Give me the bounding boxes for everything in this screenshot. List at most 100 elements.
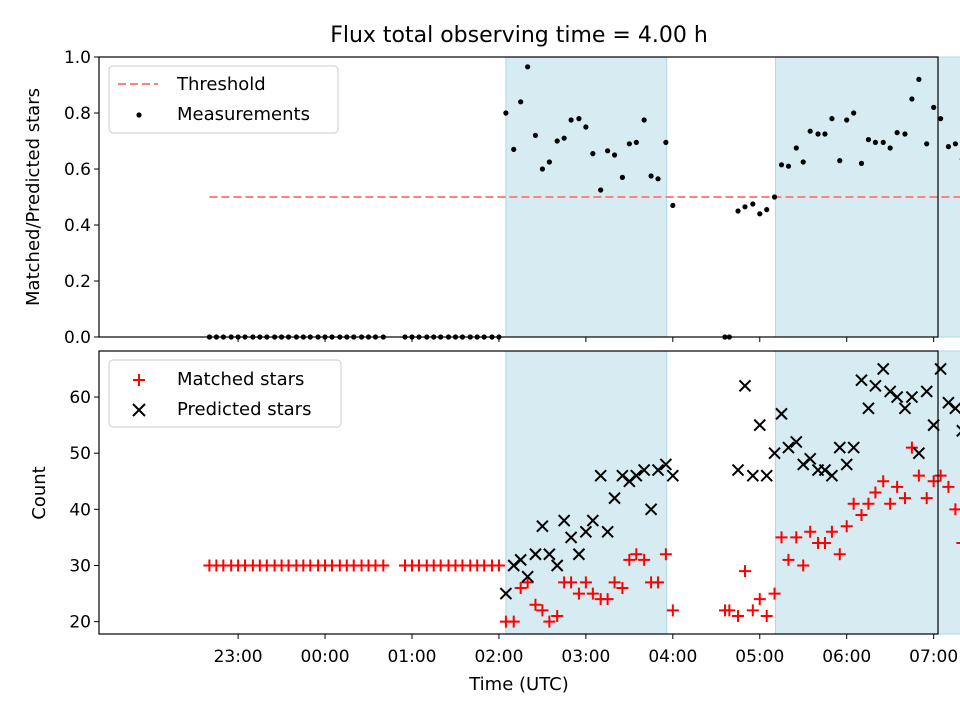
legend-measurements-marker xyxy=(136,112,142,118)
predicted-star-marker xyxy=(651,463,665,477)
predicted-star-marker xyxy=(869,379,882,393)
top-axes-frame xyxy=(98,56,939,338)
measurement-point xyxy=(525,64,531,70)
measurement-point xyxy=(771,194,778,200)
x-axis-label: Time (UTC) xyxy=(468,674,569,695)
xtick-label: 01:00 xyxy=(387,647,436,667)
top-ytick-label: 0.2 xyxy=(64,272,91,292)
measurement-point xyxy=(568,117,574,123)
predicted-star-marker xyxy=(927,418,940,432)
measurement-point xyxy=(598,187,604,193)
measurement-point xyxy=(778,162,785,168)
measurement-point xyxy=(815,131,821,137)
xtick-label: 23:00 xyxy=(214,647,263,667)
measurement-point xyxy=(924,141,930,147)
matched-star-marker xyxy=(507,615,520,628)
measurement-point xyxy=(561,135,567,141)
chart-title: Flux total observing time = 4.00 h xyxy=(330,23,708,48)
top-legend: Threshold Measurements xyxy=(108,65,339,134)
bottom-panel: 20 30 40 50 60 23:00 00:00 01:00 02:00 03:00 04:0… xyxy=(29,350,960,695)
predicted-star-marker xyxy=(659,458,673,471)
matched-star-marker xyxy=(377,559,390,572)
measurement-point xyxy=(844,117,850,123)
matched-star-marker xyxy=(869,486,882,499)
measurement-point xyxy=(887,145,893,151)
predicted-star-marker xyxy=(934,362,947,376)
predicted-star-marker xyxy=(586,514,600,527)
xtick-label: 05:00 xyxy=(735,647,784,667)
measurement-point xyxy=(880,139,886,145)
measurement-point xyxy=(626,141,632,147)
measurement-point xyxy=(785,163,792,169)
matched-star-marker xyxy=(586,587,599,600)
matched-star-marker xyxy=(630,548,643,561)
measurement-point xyxy=(503,110,509,116)
matched-star-marker xyxy=(942,480,955,493)
xtick-label: 03:00 xyxy=(561,647,610,667)
matched-star-marker xyxy=(746,604,759,617)
predicted-star-marker xyxy=(499,587,513,600)
matched-star-marker xyxy=(912,469,925,482)
xtick-label: 04:00 xyxy=(648,647,697,667)
measurement-point xyxy=(750,201,756,207)
measurement-point xyxy=(648,173,654,179)
predicted-star-marker xyxy=(644,503,658,516)
matched-star-marker xyxy=(753,593,766,606)
matched-star-marker xyxy=(790,531,803,544)
matched-star-marker xyxy=(638,553,651,566)
bottom-axes-frame xyxy=(98,350,939,635)
measurement-point xyxy=(539,166,546,172)
measurement-point xyxy=(518,99,524,105)
matched-star-marker xyxy=(847,497,860,510)
measurement-point xyxy=(952,141,958,147)
measurement-point xyxy=(902,131,908,137)
measurement-point xyxy=(576,116,582,122)
predicted-star-marker xyxy=(753,418,766,432)
measurement-point xyxy=(590,151,596,157)
matched-star-marker xyxy=(804,525,817,538)
predicted-star-marker xyxy=(847,441,860,454)
predicted-star-marker xyxy=(956,424,960,437)
predicted-star-marker xyxy=(760,469,773,482)
bottom-ytick-label: 50 xyxy=(69,444,91,464)
predicted-star-marker xyxy=(536,519,549,533)
predicted-star-marker xyxy=(905,390,919,404)
predicted-star-marker xyxy=(790,435,803,449)
predicted-star-marker xyxy=(521,570,534,583)
matched-star-marker xyxy=(608,576,621,589)
matched-star-marker xyxy=(666,604,679,617)
bottom-ytick-label: 20 xyxy=(69,613,91,633)
measurement-point xyxy=(851,110,857,116)
predicted-star-marker xyxy=(775,407,788,421)
top-ytick-label: 0.6 xyxy=(64,160,91,180)
matched-star-marker xyxy=(877,475,890,488)
measurement-point xyxy=(931,104,937,110)
predicted-star-marker xyxy=(601,525,614,539)
top-panel: 0.0 0.2 0.4 0.6 0.8 1.0 Matched/Predicted sta… xyxy=(23,48,960,348)
top-ytick-label: 0.4 xyxy=(64,216,91,236)
measurement-point xyxy=(822,131,828,137)
legend-measurements-label: Measurements xyxy=(177,104,310,125)
xtick-label: 00:00 xyxy=(301,647,350,667)
matched-star-marker xyxy=(760,610,773,623)
measurement-point xyxy=(546,159,552,165)
matched-star-marker xyxy=(551,610,564,623)
matched-star-marker xyxy=(898,492,911,505)
top-y-axis-label: Matched/Predicted stars xyxy=(23,88,44,306)
predicted-star-marker xyxy=(738,379,752,393)
matched-star-marker xyxy=(956,542,960,545)
matched-star-marker xyxy=(616,581,629,594)
matched-star-marker xyxy=(601,593,614,606)
predicted-star-marker xyxy=(877,362,890,376)
matched-star-marker xyxy=(572,587,585,600)
measurement-point xyxy=(793,145,799,151)
matched-star-marker xyxy=(775,531,788,544)
matched-star-marker xyxy=(833,548,846,561)
measurement-point xyxy=(909,96,915,102)
predicted-star-marker xyxy=(782,441,795,454)
matched-star-marker xyxy=(891,480,904,493)
matched-star-marker xyxy=(529,598,542,611)
bottom-ytick-label: 40 xyxy=(69,500,91,520)
legend-predicted-marker xyxy=(132,403,146,417)
